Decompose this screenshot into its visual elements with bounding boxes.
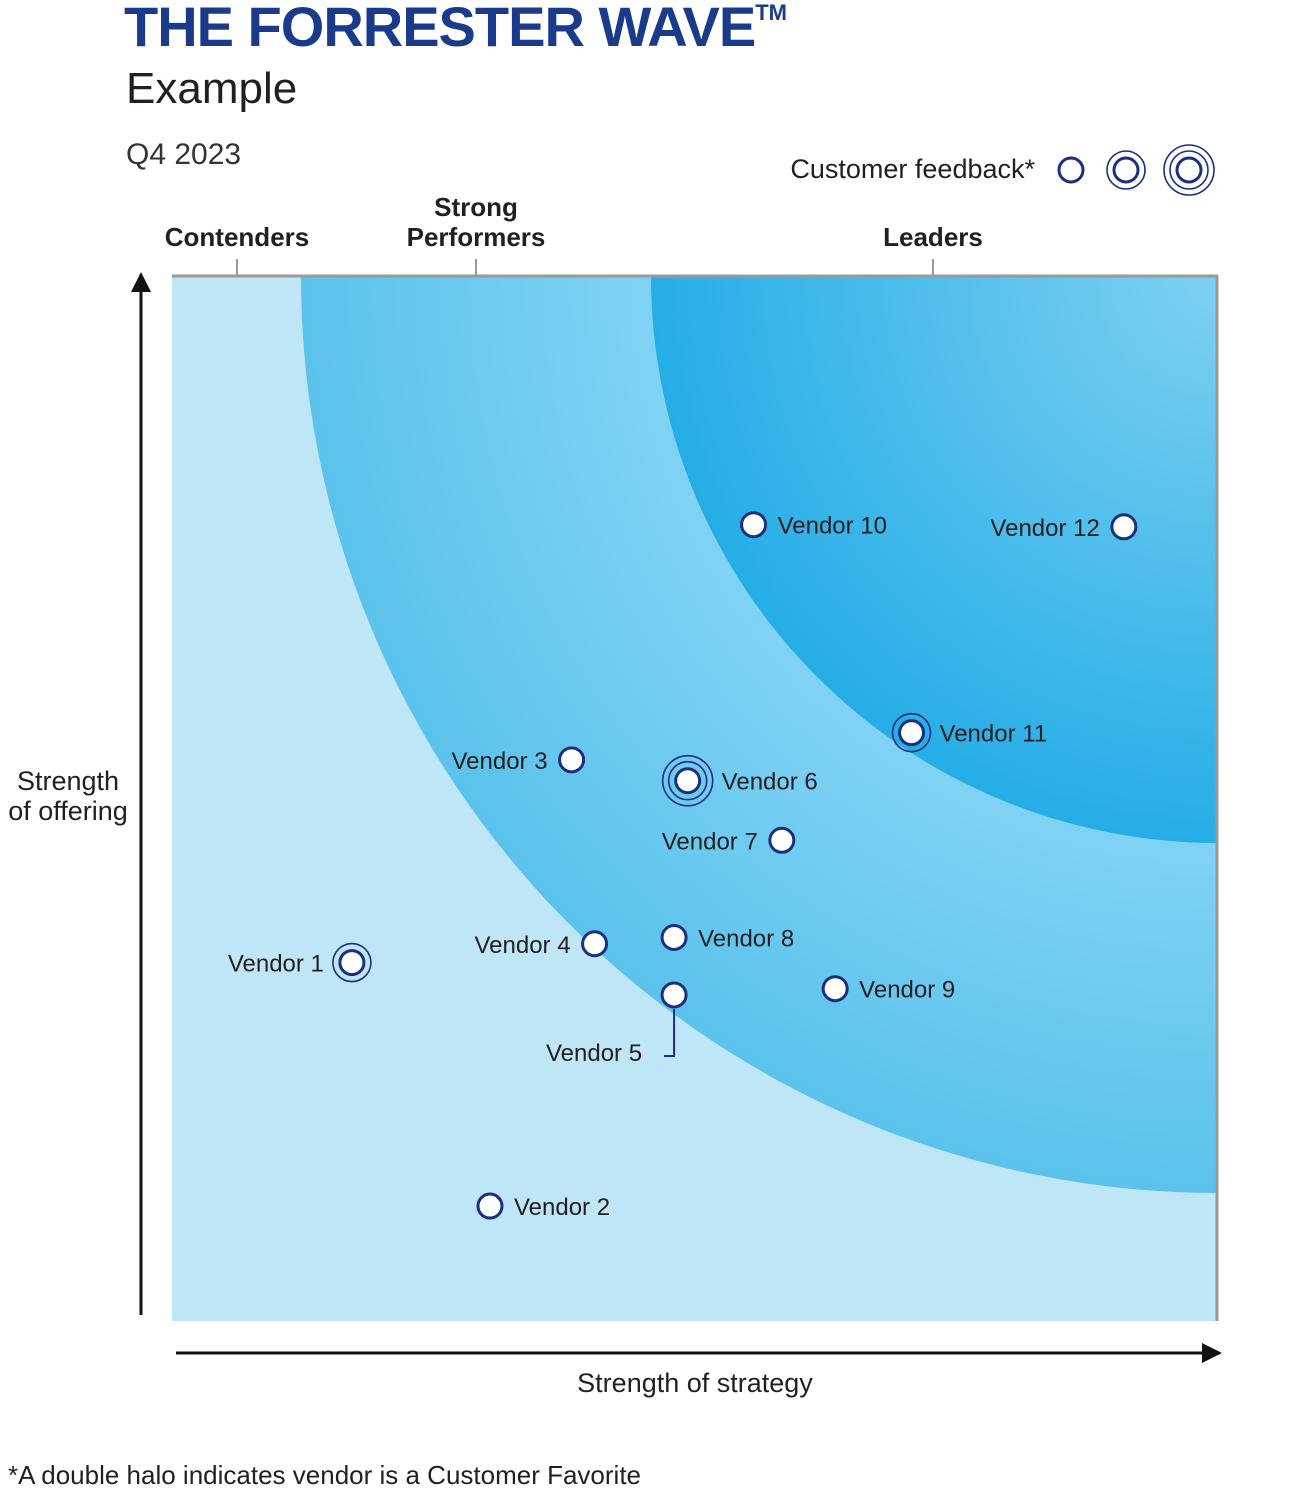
data-point: Vendor 8 (660, 923, 794, 952)
point-label: Vendor 10 (778, 513, 887, 540)
point-marker (740, 511, 768, 539)
chart-title: THE FORRESTER WAVETM (124, 0, 787, 58)
quarter-label: Q4 2023 (126, 138, 242, 171)
point-marker (476, 1192, 504, 1220)
trademark: TM (755, 0, 787, 25)
legend-marker-halo (1106, 150, 1146, 190)
category-line: Leaders (883, 222, 983, 252)
point-label: Vendor 2 (514, 1194, 610, 1221)
point-label: Vendor 5 (546, 1040, 642, 1067)
marker-core (768, 826, 796, 854)
category-line: Performers (406, 222, 546, 252)
data-point: Vendor 9 (821, 975, 955, 1004)
point-marker (891, 712, 932, 753)
category-line: Contenders (164, 222, 310, 252)
marker-core (338, 949, 366, 977)
point-label: Vendor 11 (940, 721, 1048, 748)
point-label: Vendor 1 (228, 951, 324, 978)
x-axis-arrow-head (1202, 1343, 1222, 1363)
legend-markers (1057, 144, 1215, 196)
legend-label: Customer feedback* (790, 154, 1035, 184)
point-label: Vendor 4 (474, 932, 570, 959)
marker-halo (891, 712, 932, 753)
x-axis-label: Strength of strategy (577, 1368, 813, 1398)
data-point: Vendor 11 (891, 712, 1048, 753)
data-point: Vendor 10 (740, 511, 887, 540)
vendor-points: Vendor 1 Vendor 2 Vendor 3 Vendor 4 Vendor 5… (228, 511, 1138, 1221)
footnote: *A double halo indicates vendor is a Cus… (8, 1460, 642, 1490)
point-marker (558, 746, 586, 774)
point-marker (660, 923, 688, 951)
marker-core (674, 767, 702, 795)
point-marker (332, 942, 372, 983)
data-point: Vendor 1 (228, 942, 372, 983)
marker-core (821, 975, 849, 1003)
leader-line (664, 1008, 676, 1057)
data-point: Vendor 3 (451, 746, 586, 775)
marker-halo (1106, 150, 1146, 190)
point-label: Vendor 9 (859, 977, 955, 1004)
marker-outer-halo (661, 754, 714, 807)
point-label: Vendor 6 (722, 769, 818, 796)
marker-outer-halo (1163, 144, 1215, 196)
zone-leaders (651, 276, 1218, 843)
y-axis-label: Strength of offering (0, 766, 136, 826)
data-point: Vendor 4 (474, 930, 609, 959)
point-label: Vendor 3 (451, 748, 547, 775)
marker-core (1175, 156, 1203, 184)
point-label: Vendor 7 (662, 828, 758, 855)
marker-halo (1169, 150, 1209, 190)
point-marker (661, 754, 714, 807)
chart-subtitle: Example (126, 64, 298, 113)
marker-halo (332, 942, 372, 983)
y-axis-arrow-head (131, 272, 151, 292)
category-contenders: Contenders (165, 222, 309, 252)
marker-core (558, 746, 586, 774)
point-label: Vendor 12 (990, 515, 1099, 542)
data-point: Vendor 6 (661, 754, 818, 807)
data-point: Vendor 7 (662, 826, 796, 855)
category-line: Strong (434, 192, 518, 222)
legend-marker-double-halo (1163, 144, 1215, 196)
marker-core (476, 1192, 504, 1220)
point-marker (1110, 513, 1138, 541)
y-axis-label-line: of offering (8, 796, 128, 826)
marker-core (740, 511, 768, 539)
point-marker (821, 975, 849, 1003)
legend-marker-single (1057, 156, 1085, 184)
point-marker (581, 930, 609, 958)
marker-core (898, 719, 926, 747)
point-marker (768, 826, 796, 854)
marker-core (1112, 156, 1140, 184)
data-point: Vendor 5 (546, 981, 688, 1067)
marker-core (581, 930, 609, 958)
marker-halo (667, 760, 708, 801)
marker-core (1110, 513, 1138, 541)
data-point: Vendor 12 (990, 513, 1138, 542)
category-leaders: Leaders (883, 222, 983, 252)
point-label: Vendor 8 (698, 925, 794, 952)
y-axis-label-line: Strength (16, 766, 120, 796)
point-marker (660, 981, 688, 1009)
category-strong-performers: Strong Performers (407, 192, 546, 252)
marker-core (660, 923, 688, 951)
marker-core (660, 981, 688, 1009)
marker-core (1057, 156, 1085, 184)
data-point: Vendor 2 (476, 1192, 610, 1221)
zones (172, 276, 1218, 1321)
